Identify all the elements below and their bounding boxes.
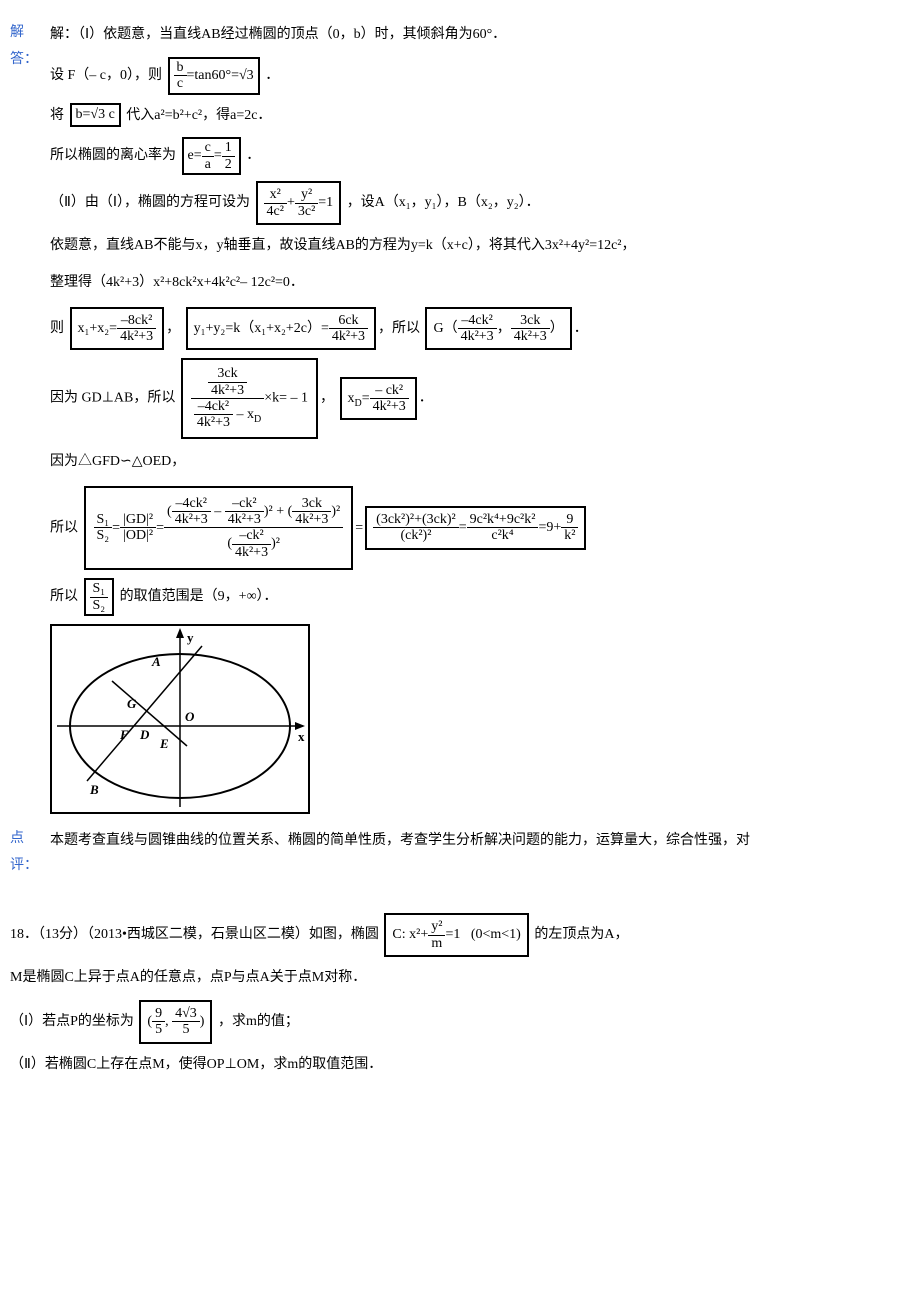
svg-text:y: y	[187, 630, 194, 645]
sol-line2-prefix: 设 F（– c，0），则	[50, 68, 162, 83]
p18-part1: （Ⅰ）若点P的坐标为 (95, 4√35) ，求m的值；	[10, 1000, 910, 1044]
p18-part1-prefix: （Ⅰ）若点P的坐标为	[10, 1014, 134, 1029]
review-section: 点评： 本题考查直线与圆锥曲线的位置关系、椭圆的简单性质，考查学生分析解决问题的…	[10, 826, 910, 879]
svg-text:G: G	[127, 696, 137, 711]
sol-line4: 所以椭圆的离心率为 e=ca=12 ．	[50, 137, 910, 175]
sol-line12-suffix: 的取值范围是（9，+∞）．	[120, 589, 278, 604]
formula-x1x2: x₁+x₂=–8ck²4k²+3	[70, 307, 165, 351]
p18-head-suffix: 的左顶点为A，	[534, 927, 628, 942]
sol-line9-prefix: 因为 GD⊥AB，所以	[50, 391, 175, 406]
sol-line12-prefix: 所以	[50, 589, 78, 604]
formula-gd-perp: 3ck4k²+3 –4ck²4k²+3 – xD ×k= – 1	[181, 358, 318, 439]
formula-ratio-big: S₁S₂=|GD|²|OD|²= (–4ck²4k²+3 – –ck²4k²+3…	[84, 486, 354, 571]
formula-eccentricity: e=ca=12	[182, 137, 241, 175]
p18-head: 18．（13分）（2013•西城区二模，石景山区二模）如图，椭圆 C: x²+y…	[10, 913, 910, 957]
review-content: 本题考查直线与圆锥曲线的位置关系、椭圆的简单性质，考查学生分析解决问题的能力，运…	[50, 826, 910, 863]
sol-line4-prefix: 所以椭圆的离心率为	[50, 148, 176, 163]
sol-line3: 将 b=√3 c 代入a²=b²+c²，得a=2c．	[50, 101, 910, 132]
sol-line1: 解：（Ⅰ）依题意，当直线AB经过椭圆的顶点（0，b）时，其倾斜角为60°．	[50, 20, 910, 51]
sol-line7: 整理得（4k²+3）x²+8ck²x+4k²c²– 12c²=0．	[50, 268, 910, 299]
formula-ellipse-eq: x²4c²+y²3c²=1	[256, 181, 342, 225]
ellipse-diagram: y x A B O G F D E	[50, 624, 310, 814]
sol-line12: 所以 S₁S₂ 的取值范围是（9，+∞）．	[50, 578, 910, 616]
sol-part2-line: （Ⅱ）由（Ⅰ），椭圆的方程可设为 x²4c²+y²3c²=1 ，设A（x₁，y₁…	[50, 181, 910, 225]
svg-text:O: O	[185, 709, 195, 724]
sol-line8: 则 x₁+x₂=–8ck²4k²+3 ， y₁+y₂=k（x₁+x₂+2c）=6…	[50, 307, 910, 351]
sol-line4-suffix: ．	[246, 148, 260, 163]
sol-line10: 因为△GFD∽△OED，	[50, 447, 910, 478]
sol-line3-mid: 代入a²=b²+c²，得a=2c．	[126, 108, 271, 123]
sol-line2-suffix: ．	[265, 68, 279, 83]
problem-18: 18．（13分）（2013•西城区二模，石景山区二模）如图，椭圆 C: x²+y…	[10, 913, 910, 1080]
p18-line2: M是椭圆C上异于点A的任意点，点P与点A关于点M对称．	[10, 963, 910, 994]
svg-text:E: E	[159, 736, 169, 751]
p18-ellipse-formula: C: x²+y²m=1 (0<m<1)	[384, 913, 528, 957]
svg-text:A: A	[151, 654, 161, 669]
p18-part2: （Ⅱ）若椭圆C上存在点M，使得OP⊥OM，求m的取值范围．	[10, 1050, 910, 1081]
svg-text:F: F	[119, 727, 129, 742]
p18-part1-suffix: ，求m的值；	[218, 1014, 299, 1029]
sol-part2-suffix: ，设A（x₁，y₁），B（x₂，y₂）．	[347, 195, 540, 210]
sol-line11-prefix: 所以	[50, 520, 78, 535]
formula-s1s2: S₁S₂	[84, 578, 115, 616]
sol-line9: 因为 GD⊥AB，所以 3ck4k²+3 –4ck²4k²+3 – xD ×k=…	[50, 358, 910, 439]
p18-head-prefix: 18．（13分）（2013•西城区二模，石景山区二模）如图，椭圆	[10, 927, 379, 942]
sol-line8-prefix: 则	[50, 321, 64, 336]
review-label: 点评：	[10, 826, 50, 879]
p18-coord-formula: (95, 4√35)	[139, 1000, 212, 1044]
solution-content: 解：（Ⅰ）依题意，当直线AB经过椭圆的顶点（0，b）时，其倾斜角为60°． 设 …	[50, 20, 910, 822]
sol-line6: 依题意，直线AB不能与x，y轴垂直，故设直线AB的方程为y=k（x+c），将其代…	[50, 231, 910, 262]
formula-y1y2: y₁+y₂=k（x₁+x₂+2c）=6ck4k²+3	[186, 307, 376, 351]
svg-text:D: D	[139, 727, 150, 742]
solution-section: 解答： 解：（Ⅰ）依题意，当直线AB经过椭圆的顶点（0，b）时，其倾斜角为60°…	[10, 20, 910, 822]
formula-ratio-simplified: (3ck²)²+(3ck)²(ck²)²=9c²k⁴+9c²k²c²k⁴=9+9…	[365, 506, 586, 550]
sol-line11: 所以 S₁S₂=|GD|²|OD|²= (–4ck²4k²+3 – –ck²4k…	[50, 486, 910, 571]
sol-line2: 设 F（– c，0），则 bc=tan60°=√3 ．	[50, 57, 910, 95]
sol-line3-prefix: 将	[50, 108, 64, 123]
formula-b-sqrt3c: b=√3 c	[70, 103, 121, 127]
formula-tan60: bc=tan60°=√3	[168, 57, 260, 95]
formula-xd: xD=– ck²4k²+3	[340, 377, 417, 421]
solution-label: 解答：	[10, 20, 50, 73]
review-text: 本题考查直线与圆锥曲线的位置关系、椭圆的简单性质，考查学生分析解决问题的能力，运…	[50, 826, 910, 857]
formula-G: G（–4ck²4k²+3，3ck4k²+3）	[425, 307, 571, 351]
ellipse-svg: y x A B O G F D E	[52, 626, 308, 812]
sol-part2-prefix: （Ⅱ）由（Ⅰ），椭圆的方程可设为	[50, 195, 250, 210]
svg-text:x: x	[298, 729, 305, 744]
svg-text:B: B	[89, 782, 99, 797]
